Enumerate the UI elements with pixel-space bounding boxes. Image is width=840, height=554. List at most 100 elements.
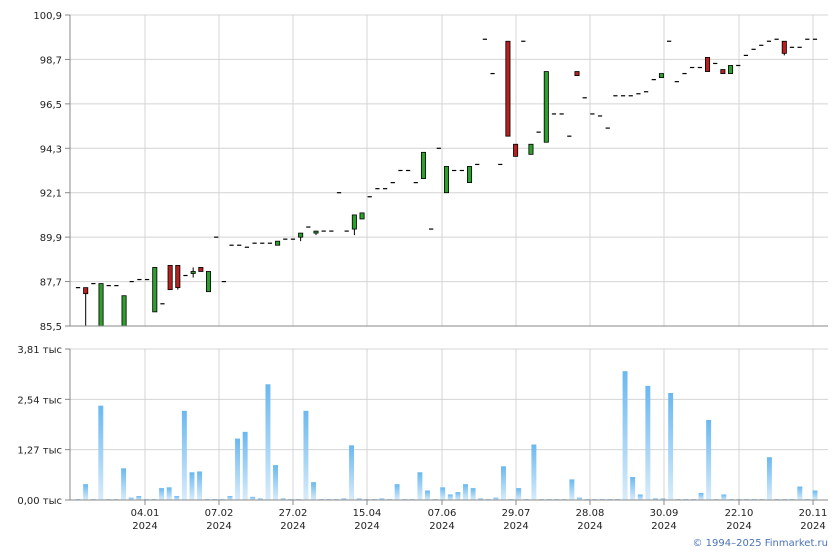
volume-bar — [136, 496, 142, 500]
price-tick-label: 89,9 — [40, 233, 62, 244]
volume-bar — [660, 498, 666, 500]
volume-bar — [311, 482, 317, 500]
x-tick-year: 2024 — [206, 521, 231, 532]
volume-tick-label: 1,27 тыс — [17, 446, 62, 457]
grid-lines — [70, 14, 828, 501]
candle-body — [175, 265, 181, 289]
volume-bar — [698, 492, 704, 500]
candle-body — [574, 71, 580, 76]
candle — [574, 71, 580, 76]
x-tick-year: 2024 — [651, 521, 676, 532]
x-tick-year: 2024 — [726, 521, 751, 532]
x-tick-year: 2024 — [429, 521, 454, 532]
candle-body — [543, 71, 549, 143]
volume-bar — [706, 419, 712, 500]
volume-bar — [652, 498, 658, 500]
candle — [313, 230, 319, 236]
volume-bar — [98, 405, 104, 500]
candle-body — [467, 166, 473, 184]
candle-body — [420, 151, 426, 179]
volume-bar — [569, 479, 575, 500]
x-tick-year: 2024 — [354, 521, 379, 532]
volume-bar — [812, 490, 818, 500]
candle-body — [728, 65, 734, 74]
candle-body — [121, 295, 127, 327]
copyright: © 1994–2025 Finmarket.ru — [692, 538, 828, 549]
candle — [121, 295, 127, 327]
volume-bar — [797, 486, 803, 500]
candle — [175, 265, 181, 290]
volume-bar — [622, 371, 628, 500]
volume-bar — [531, 444, 537, 500]
volume-bar — [265, 384, 271, 500]
axes — [65, 14, 828, 505]
x-tick-year: 2024 — [280, 521, 305, 532]
candle — [205, 271, 212, 293]
volume-bar — [303, 410, 309, 500]
candle-body — [513, 143, 519, 157]
tick-labels: 85,5 87,7 89,9 92,1 94,3 96,5 98,7 100,9 0,00 ты… — [17, 11, 827, 532]
candle-body — [505, 40, 511, 137]
candle-body — [198, 267, 204, 272]
volume-bar — [341, 498, 347, 500]
candle — [781, 40, 787, 56]
volume-bar — [630, 477, 636, 500]
volume-bar — [181, 410, 187, 500]
volume-bar — [478, 498, 484, 500]
candle-body — [720, 69, 726, 74]
x-tick-label: 07.06 — [428, 508, 457, 519]
volume-bar — [668, 392, 674, 500]
volume-bar — [128, 497, 134, 500]
candle — [198, 267, 204, 272]
candle — [443, 166, 450, 194]
candle-body — [98, 283, 104, 327]
volume-bar — [166, 487, 172, 500]
candle — [359, 212, 365, 220]
volume-bar — [493, 497, 499, 500]
x-tick-year: 2024 — [800, 521, 825, 532]
volume-bar — [174, 496, 180, 500]
volume-tick-label: 3,81 тыс — [17, 345, 62, 356]
x-tick-label: 07.02 — [205, 508, 234, 519]
candle — [351, 214, 357, 236]
candle-body — [443, 166, 450, 194]
candle — [658, 73, 664, 79]
candle — [505, 40, 511, 137]
candle-body — [167, 265, 173, 291]
x-tick-year: 2024 — [503, 521, 528, 532]
candle — [720, 69, 726, 74]
candle-body — [190, 271, 196, 274]
volume-bar — [394, 484, 400, 500]
candle — [420, 151, 426, 179]
volume-bar — [273, 465, 279, 500]
volume-bar — [470, 488, 476, 500]
candle-body — [298, 232, 304, 238]
volume-bar — [501, 466, 506, 500]
price-tick-label: 94,3 — [40, 144, 62, 155]
volume-bar — [463, 484, 468, 500]
candle-body — [658, 73, 664, 79]
volume-bar — [280, 498, 286, 500]
candle — [275, 240, 281, 246]
x-tick-year: 2024 — [577, 521, 602, 532]
x-tick-label: 29.07 — [502, 508, 531, 519]
candle-body — [351, 214, 357, 230]
volume-bar — [576, 497, 582, 500]
candle — [190, 267, 196, 278]
volume-bar — [257, 498, 263, 500]
volume-bar — [417, 472, 423, 500]
volume-bar — [379, 498, 385, 500]
volume-bar — [235, 438, 241, 500]
candlesticks — [75, 38, 818, 327]
candle-body — [528, 143, 534, 155]
candle — [728, 65, 734, 74]
x-tick-label: 30.09 — [650, 508, 679, 519]
price-tick-label: 85,5 — [40, 322, 62, 333]
volume-bar — [637, 494, 643, 500]
volume-bar — [242, 431, 248, 500]
price-tick-label: 100,9 — [33, 11, 62, 22]
volume-bar — [447, 494, 453, 500]
x-tick-label: 27.02 — [279, 508, 308, 519]
